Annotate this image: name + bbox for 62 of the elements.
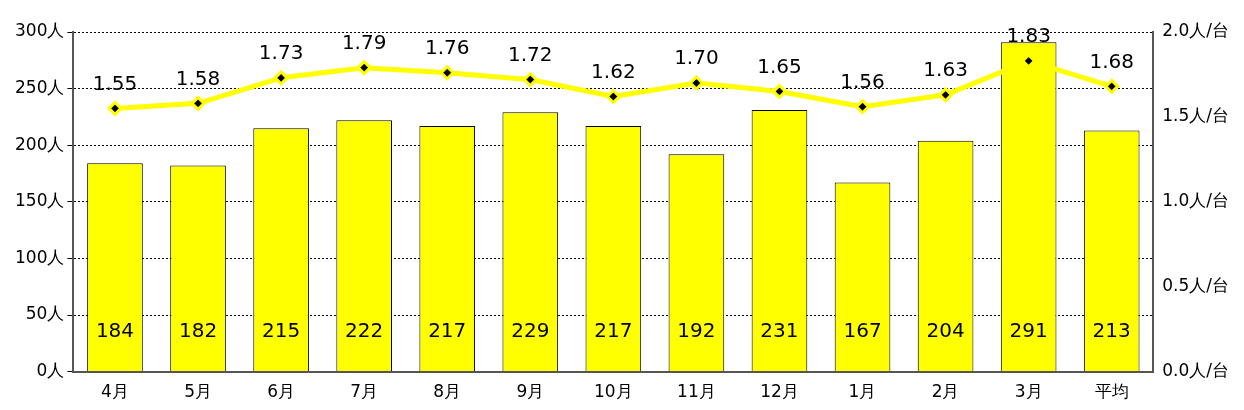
- data-label: 215: [262, 318, 301, 343]
- data-label: 231: [760, 318, 799, 343]
- y-tick-label: 100人: [14, 246, 65, 267]
- data-label: 1.73: [258, 40, 304, 65]
- data-label: 1.62: [591, 58, 636, 83]
- data-label: 1.79: [341, 29, 387, 54]
- y2-tick-label: 2.0人/台: [1162, 20, 1229, 41]
- x-tick-label: 2月: [931, 381, 960, 402]
- point: [273, 70, 289, 86]
- x-tick-label: 8月: [433, 381, 462, 402]
- x-tick-label: 10月: [594, 381, 633, 402]
- data-label: 1.70: [674, 45, 719, 70]
- data-label: 229: [511, 318, 550, 343]
- data-label: 222: [345, 318, 384, 343]
- data-label: 1.58: [175, 65, 221, 90]
- y-tick-label: 250人: [14, 77, 65, 98]
- data-label: 1.56: [840, 68, 885, 93]
- point: [605, 89, 621, 105]
- data-label: 1.83: [1006, 23, 1051, 48]
- point: [1104, 78, 1120, 94]
- data-label: 213: [1092, 318, 1131, 343]
- data-label: 291: [1009, 318, 1048, 343]
- point: [107, 100, 123, 116]
- y2-tick-label: 1.5人/台: [1162, 105, 1229, 126]
- y-tick-label: 300人: [14, 20, 65, 41]
- x-tick-label: 7月: [350, 381, 379, 402]
- x-tick-label: 1月: [848, 381, 877, 402]
- y-tick-label: 0人: [36, 360, 65, 381]
- point: [938, 87, 954, 103]
- point: [855, 99, 871, 115]
- data-label: 1.76: [424, 34, 470, 59]
- x-tick-label: 4月: [101, 381, 129, 402]
- data-label: 167: [843, 318, 882, 343]
- y2-tick-label: 0.0人/台: [1162, 360, 1229, 381]
- data-label: 1.63: [923, 57, 968, 82]
- y-tick-label: 50人: [25, 303, 65, 324]
- y-tick-label: 150人: [14, 190, 65, 211]
- x-tick-label: 11月: [677, 381, 716, 402]
- data-label: 217: [594, 318, 633, 343]
- point: [356, 60, 372, 76]
- data-label: 184: [95, 318, 135, 343]
- y2-tick-label: 1.0人/台: [1162, 190, 1229, 211]
- data-label: 192: [677, 318, 716, 343]
- x-tick-label: 平均: [1094, 381, 1129, 402]
- point: [688, 75, 704, 91]
- point: [522, 72, 538, 88]
- x-tick-label: 12月: [760, 381, 799, 402]
- x-tick-label: 6月: [267, 381, 296, 402]
- x-tick-label: 9月: [516, 381, 545, 402]
- x-tick-label: 5月: [184, 381, 212, 402]
- y-tick-label: 200人: [14, 133, 65, 154]
- data-label: 217: [428, 318, 467, 343]
- point: [190, 95, 206, 111]
- data-label: 1.68: [1089, 48, 1134, 73]
- data-label: 204: [926, 318, 965, 343]
- point: [771, 83, 787, 99]
- x-tick-label: 3月: [1014, 381, 1043, 402]
- point: [439, 65, 455, 81]
- data-label: 182: [178, 318, 218, 343]
- data-label: 1.65: [757, 53, 802, 78]
- data-label: 1.72: [508, 41, 553, 66]
- y2-tick-label: 0.5人/台: [1162, 275, 1229, 296]
